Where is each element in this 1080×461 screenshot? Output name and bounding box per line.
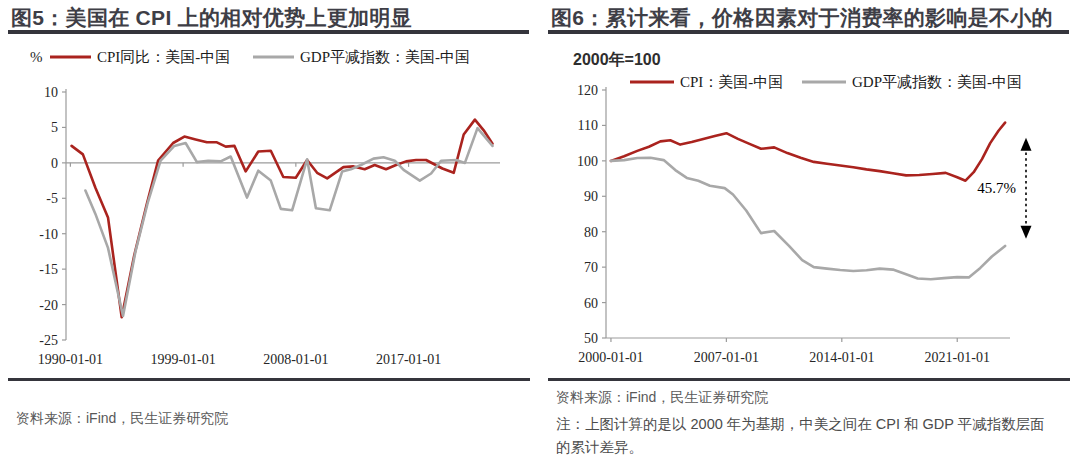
y-tick-label: 120 — [577, 83, 598, 98]
x-tick-label: 2017-01-01 — [376, 352, 441, 367]
x-tick-label: 2014-01-01 — [809, 350, 874, 365]
y-tick-label: 0 — [51, 156, 58, 171]
figure5-panel: 图5：美国在 CPI 上的相对优势上更加明显 10 5 0 -5 -10 -15 -20 -2… — [8, 4, 536, 459]
y-tick-label: 110 — [578, 118, 598, 133]
legend-label-gdp_deflator: GDP平减指数：美国-中国 — [300, 48, 470, 65]
gdp_deflator-line — [85, 128, 492, 316]
y-tick-label: 10 — [44, 85, 58, 100]
figure5-title-rule — [8, 30, 529, 34]
cpi-line — [72, 120, 493, 318]
figure6-bottom-rule — [548, 378, 1070, 381]
y-tick-label: -20 — [39, 298, 58, 313]
annotation-arrowhead-down — [1021, 226, 1032, 239]
figure6-line-chart: 120 110 100 90 80 70 60 50 2000-01-01 2007-01-01 2… — [548, 37, 1072, 373]
x-tick-label: 1999-01-01 — [150, 352, 215, 367]
annotation-arrowhead-up — [1021, 138, 1032, 151]
figure5-source: 资料来源：iFind，民生证券研究院 — [16, 410, 228, 428]
y-tick-label: 90 — [584, 189, 598, 204]
y-tick-label: 80 — [584, 225, 598, 240]
y-tick-label: 70 — [584, 260, 598, 275]
unit-label: % — [30, 49, 43, 65]
x-tick-label: 1990-01-01 — [38, 352, 103, 367]
figure6-title: 图6：累计来看，价格因素对于消费率的影响是不小的 — [551, 4, 1053, 32]
x-tick-label: 2000-01-01 — [578, 350, 643, 365]
y-tick-label: 100 — [577, 154, 598, 169]
y-tick-label: -10 — [39, 227, 58, 242]
figure6-source: 资料来源：iFind，民生证券研究院 — [556, 389, 768, 407]
y-tick-label: 60 — [584, 296, 598, 311]
cpi-line — [611, 123, 1005, 181]
y-tick-label: 50 — [584, 331, 598, 346]
legend-label-gdp_deflator: GDP平减指数：美国-中国 — [852, 73, 1022, 90]
figure5-title: 图5：美国在 CPI 上的相对优势上更加明显 — [11, 4, 412, 32]
x-tick-label: 2007-01-01 — [694, 350, 759, 365]
x-tick-label: 2008-01-01 — [263, 352, 328, 367]
figure6-panel: 图6：累计来看，价格因素对于消费率的影响是不小的 120 110 100 90 80 70… — [548, 4, 1076, 459]
gdp_deflator-line — [611, 158, 1005, 280]
y-tick-label: 5 — [51, 120, 58, 135]
legend-label-cpi: CPI：美国-中国 — [680, 73, 783, 90]
figure5-line-chart: 10 5 0 -5 -10 -15 -20 -25 1990-01-01 1999-01-01 20… — [8, 37, 532, 373]
index-base-label: 2000年=100 — [573, 51, 661, 68]
x-tick-label: 2021-01-01 — [925, 350, 990, 365]
figure6-note: 注：上图计算的是以 2000 年为基期，中美之间在 CPI 和 GDP 平减指数… — [556, 413, 1048, 459]
y-tick-label: -5 — [46, 191, 58, 206]
figure6-title-rule — [548, 30, 1069, 34]
annotation-label: 45.7% — [977, 180, 1016, 196]
legend-label-cpi: CPI同比：美国-中国 — [97, 48, 230, 65]
y-tick-label: -15 — [39, 262, 58, 277]
figure5-bottom-rule — [8, 378, 530, 381]
y-tick-label: -25 — [39, 333, 58, 348]
